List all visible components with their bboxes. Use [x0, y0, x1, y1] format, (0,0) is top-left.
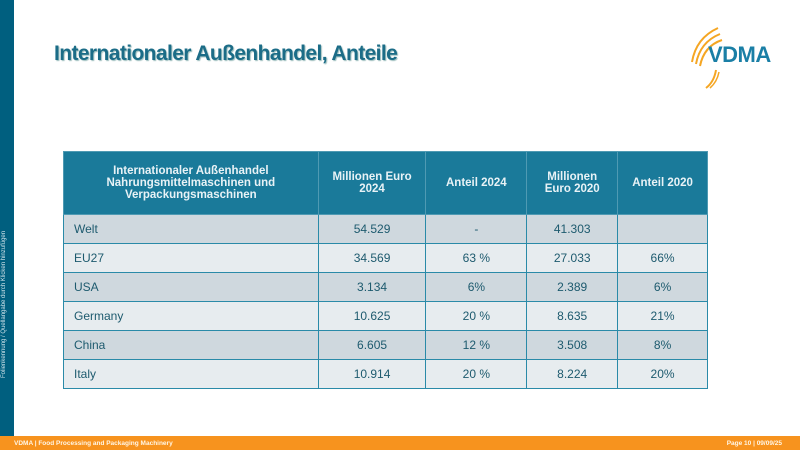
table-cell: 3.134	[317, 272, 427, 302]
sidebar-bar: Folienkennung / Quellangabe durch Klicke…	[0, 0, 14, 436]
table-row: China 6.605 12 % 3.508 8%	[63, 330, 708, 360]
row-label: Welt	[63, 214, 319, 244]
table-header-row: Internationaler Außenhandel Nahrungsmitt…	[63, 151, 708, 215]
row-label: Italy	[63, 359, 319, 389]
column-header: Millionen Euro 2024	[317, 151, 427, 215]
column-header: Millionen Euro 2020	[526, 151, 619, 215]
table-cell: 54.529	[317, 214, 427, 244]
footer-left: VDMA | Food Processing and Packaging Mac…	[14, 440, 173, 447]
footer: VDMA | Food Processing and Packaging Mac…	[0, 436, 800, 450]
table-cell: -	[425, 214, 528, 244]
table-cell: 21%	[617, 301, 708, 331]
row-label: USA	[63, 272, 319, 302]
table-cell: 6%	[425, 272, 528, 302]
table-row: Welt 54.529-41.303	[63, 214, 708, 244]
table-row: EU27 34.569 63 % 27.033 66%	[63, 243, 708, 273]
table-cell: 8.635	[526, 301, 619, 331]
table-row: USA 3.134 6% 2.389 6%	[63, 272, 708, 302]
vdma-logo: VDMA	[684, 24, 792, 90]
table-cell: 3.508	[526, 330, 619, 360]
table-cell: 8.224	[526, 359, 619, 389]
table-cell: 2.389	[526, 272, 619, 302]
footer-right: Page 10 | 09/09/25	[726, 440, 782, 447]
table-cell: 12 %	[425, 330, 528, 360]
page-title: Internationaler Außenhandel, Anteile	[54, 42, 398, 65]
row-label: China	[63, 330, 319, 360]
table-cell: 20%	[617, 359, 708, 389]
logo-text: VDMA	[708, 42, 771, 67]
logo-arcs-icon	[691, 27, 723, 89]
table-cell: 20 %	[425, 301, 528, 331]
trade-table: Internationaler Außenhandel Nahrungsmitt…	[63, 151, 708, 389]
table-cell: 34.569	[317, 243, 427, 273]
table-cell: 20 %	[425, 359, 528, 389]
row-label: Germany	[63, 301, 319, 331]
column-header: Anteil 2020	[617, 151, 708, 215]
table-cell: 6.605	[317, 330, 427, 360]
source-placeholder[interactable]: Folienkennung / Quellangabe durch Klicke…	[1, 230, 7, 378]
table-row: Italy 10.914 20 % 8.224 20%	[63, 359, 708, 389]
column-header: Anteil 2024	[425, 151, 528, 215]
table-cell: 66%	[617, 243, 708, 273]
column-header: Internationaler Außenhandel Nahrungsmitt…	[63, 151, 319, 215]
table-cell: 27.033	[526, 243, 619, 273]
table-cell: 6%	[617, 272, 708, 302]
table-row: Germany 10.625 20 % 8.635 21%	[63, 301, 708, 331]
table-cell: 10.914	[317, 359, 427, 389]
table-cell: 63 %	[425, 243, 528, 273]
table-cell: 8%	[617, 330, 708, 360]
table-cell: 41.303	[526, 214, 619, 244]
table-cell	[617, 214, 708, 244]
table-cell: 10.625	[317, 301, 427, 331]
row-label: EU27	[63, 243, 319, 273]
